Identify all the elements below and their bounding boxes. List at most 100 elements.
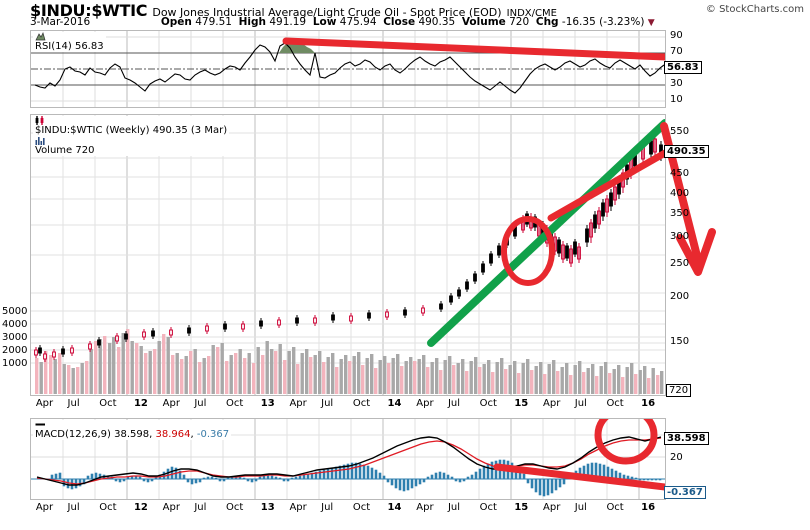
macd-legend-hist: -0.367 (196, 429, 230, 440)
x-axis-tick-jul-9: Jul (321, 398, 334, 409)
rsi-current-value-box: 56.83 (664, 61, 702, 74)
price-plot (31, 115, 665, 395)
x-axis-tick-apr-0: Apr (35, 502, 54, 513)
x-axis-tick-apr-8: Apr (289, 398, 307, 409)
macd-legend-signal: 38.964 (155, 429, 191, 440)
price-ylabel-300: 300 (670, 231, 690, 242)
x-axis-tick-13-7: 13 (260, 398, 275, 409)
price-candlesticks (34, 135, 663, 362)
x-axis-tick-oct-2: Oct (99, 398, 117, 409)
macd-rollover-circle-annotation (594, 419, 658, 465)
rsi-ylabel-10: 10 (670, 94, 683, 105)
macd-current-value-box: 38.598 (664, 432, 709, 445)
x-axis-tick-jul-17: Jul (574, 398, 587, 409)
x-axis-tick-apr-12: Apr (416, 502, 434, 513)
rsi-ylabel-90: 90 (670, 30, 683, 41)
quote-date: 3-Mar-2016 (30, 16, 91, 28)
macd-signal-line (36, 437, 662, 485)
x-axis-tick-jul-13: Jul (447, 398, 461, 409)
x-axis-tick-12-3: 12 (133, 502, 148, 513)
macd-descending-trendline (493, 463, 665, 491)
price-ylabel-350: 350 (670, 208, 690, 219)
low-value: 475.94 (339, 16, 377, 28)
x-axis-tick-jul-5: Jul (194, 398, 207, 409)
x-axis-tick-15-15: 15 (514, 398, 529, 409)
x-axis-tick-oct-6: Oct (226, 398, 244, 409)
low-label: Low (312, 16, 337, 28)
volume-value: 720 (509, 16, 530, 28)
candlestick-icon (35, 116, 44, 125)
x-axis-tick-15-15: 15 (514, 502, 529, 513)
x-axis-tick-16-19: 16 (641, 502, 656, 513)
volume-label: Volume (461, 16, 506, 28)
price-ylabel-150: 150 (670, 336, 690, 347)
x-axis-tick-oct-10: Oct (352, 398, 371, 409)
rsi-indicator-icon (35, 32, 46, 41)
x-axis-tick-oct-6: Oct (226, 502, 244, 513)
rsi-panel: RSI(14) 56.83 (30, 30, 666, 108)
x-axis-tick-jul-5: Jul (194, 502, 207, 513)
rsi-legend: RSI(14) 56.83 (33, 32, 106, 52)
breakout-circle-annotation (501, 216, 555, 286)
x-axis-tick-jul-1: Jul (67, 502, 80, 513)
price-ylabel-550: 550 (670, 126, 690, 137)
price-ylabel-450: 450 (670, 168, 690, 179)
x-axis-tick-oct-10: Oct (352, 502, 371, 513)
volume-bars-icon (35, 137, 45, 145)
rsi-resistance-trendline (282, 37, 665, 61)
volume-ylabel-1000: 1000 (2, 358, 28, 369)
x-axis-tick-apr-4: Apr (162, 502, 180, 513)
x-axis-tick-oct-18: Oct (606, 502, 624, 513)
x-axis-tick-apr-16: Apr (543, 502, 561, 513)
x-axis-tick-14-11: 14 (387, 502, 402, 513)
rsi-ylabel-70: 70 (670, 46, 683, 57)
x-axis-tick-jul-17: Jul (574, 502, 587, 513)
header-title-line: $INDU:$WTIC Dow Jones Industrial Average… (30, 1, 557, 20)
volume-ylabel-4000: 4000 (2, 319, 28, 330)
volume-ylabel-2000: 2000 (2, 345, 28, 356)
price-ylabel-400: 400 (670, 188, 690, 199)
header-quote-line: 3-Mar-2016 Open 479.51 High 491.19 Low 4… (30, 16, 655, 28)
volume-bars (35, 329, 664, 394)
macd-line-icon (35, 423, 45, 426)
open-value: 479.51 (195, 16, 232, 28)
macd-hist-value-box: -0.367 (664, 486, 706, 499)
x-axis-tick-16-19: 16 (641, 398, 656, 409)
macd-legend-name: MACD(12,26,9) (35, 429, 111, 440)
x-axis-tick-apr-0: Apr (35, 398, 54, 409)
exchange-label: INDX/CME (506, 8, 557, 19)
price-ylabel-200: 200 (670, 291, 690, 302)
high-label: High (238, 16, 267, 28)
chart-header: $INDU:$WTIC Dow Jones Industrial Average… (0, 0, 810, 30)
macd-legend: MACD(12,26,9) 38.598, 38.964, -0.367 (33, 420, 232, 440)
macd-line (36, 436, 662, 486)
x-axis-tick-oct-18: Oct (606, 398, 624, 409)
x-axis-tick-oct-2: Oct (99, 502, 117, 513)
high-value: 491.19 (269, 16, 307, 28)
price-legend-text: $INDU:$WTIC (Weekly) 490.35 (3 Mar) (35, 125, 228, 136)
volume-ylabel-5000: 5000 (2, 306, 28, 317)
ticker-description: Dow Jones Industrial Average/Light Crude… (152, 6, 502, 19)
x-axis-tick-apr-16: Apr (543, 398, 561, 409)
x-axis-tick-apr-12: Apr (416, 398, 434, 409)
x-axis-tick-jul-13: Jul (447, 502, 461, 513)
x-axis-tick-jul-9: Jul (321, 502, 334, 513)
x-axis-tick-14-11: 14 (387, 398, 402, 409)
volume-legend-text: Volume 720 (35, 145, 95, 156)
x-axis-tick-oct-14: Oct (479, 398, 497, 409)
rsi-legend-text: RSI(14) 56.83 (35, 41, 104, 52)
close-value: 490.35 (418, 16, 456, 28)
chg-value: -16.35 (-3.23%) (561, 16, 645, 28)
macd-ylabel-20: 20 (670, 452, 683, 463)
stockcharts-watermark: © StockCharts.com (705, 4, 804, 15)
x-axis-tick-12-3: 12 (133, 398, 148, 409)
price-volume-panel: $INDU:$WTIC (Weekly) 490.35 (3 Mar) Volu… (30, 114, 666, 396)
ticker-symbol: $INDU:$WTIC (30, 1, 148, 20)
x-axis-tick-oct-14: Oct (479, 502, 497, 513)
x-axis-tick-apr-4: Apr (162, 398, 180, 409)
x-axis-tick-jul-1: Jul (67, 398, 80, 409)
chg-label: Chg (535, 16, 559, 28)
rsi-line (34, 42, 665, 94)
wedge-resistance-trendline (547, 149, 665, 222)
